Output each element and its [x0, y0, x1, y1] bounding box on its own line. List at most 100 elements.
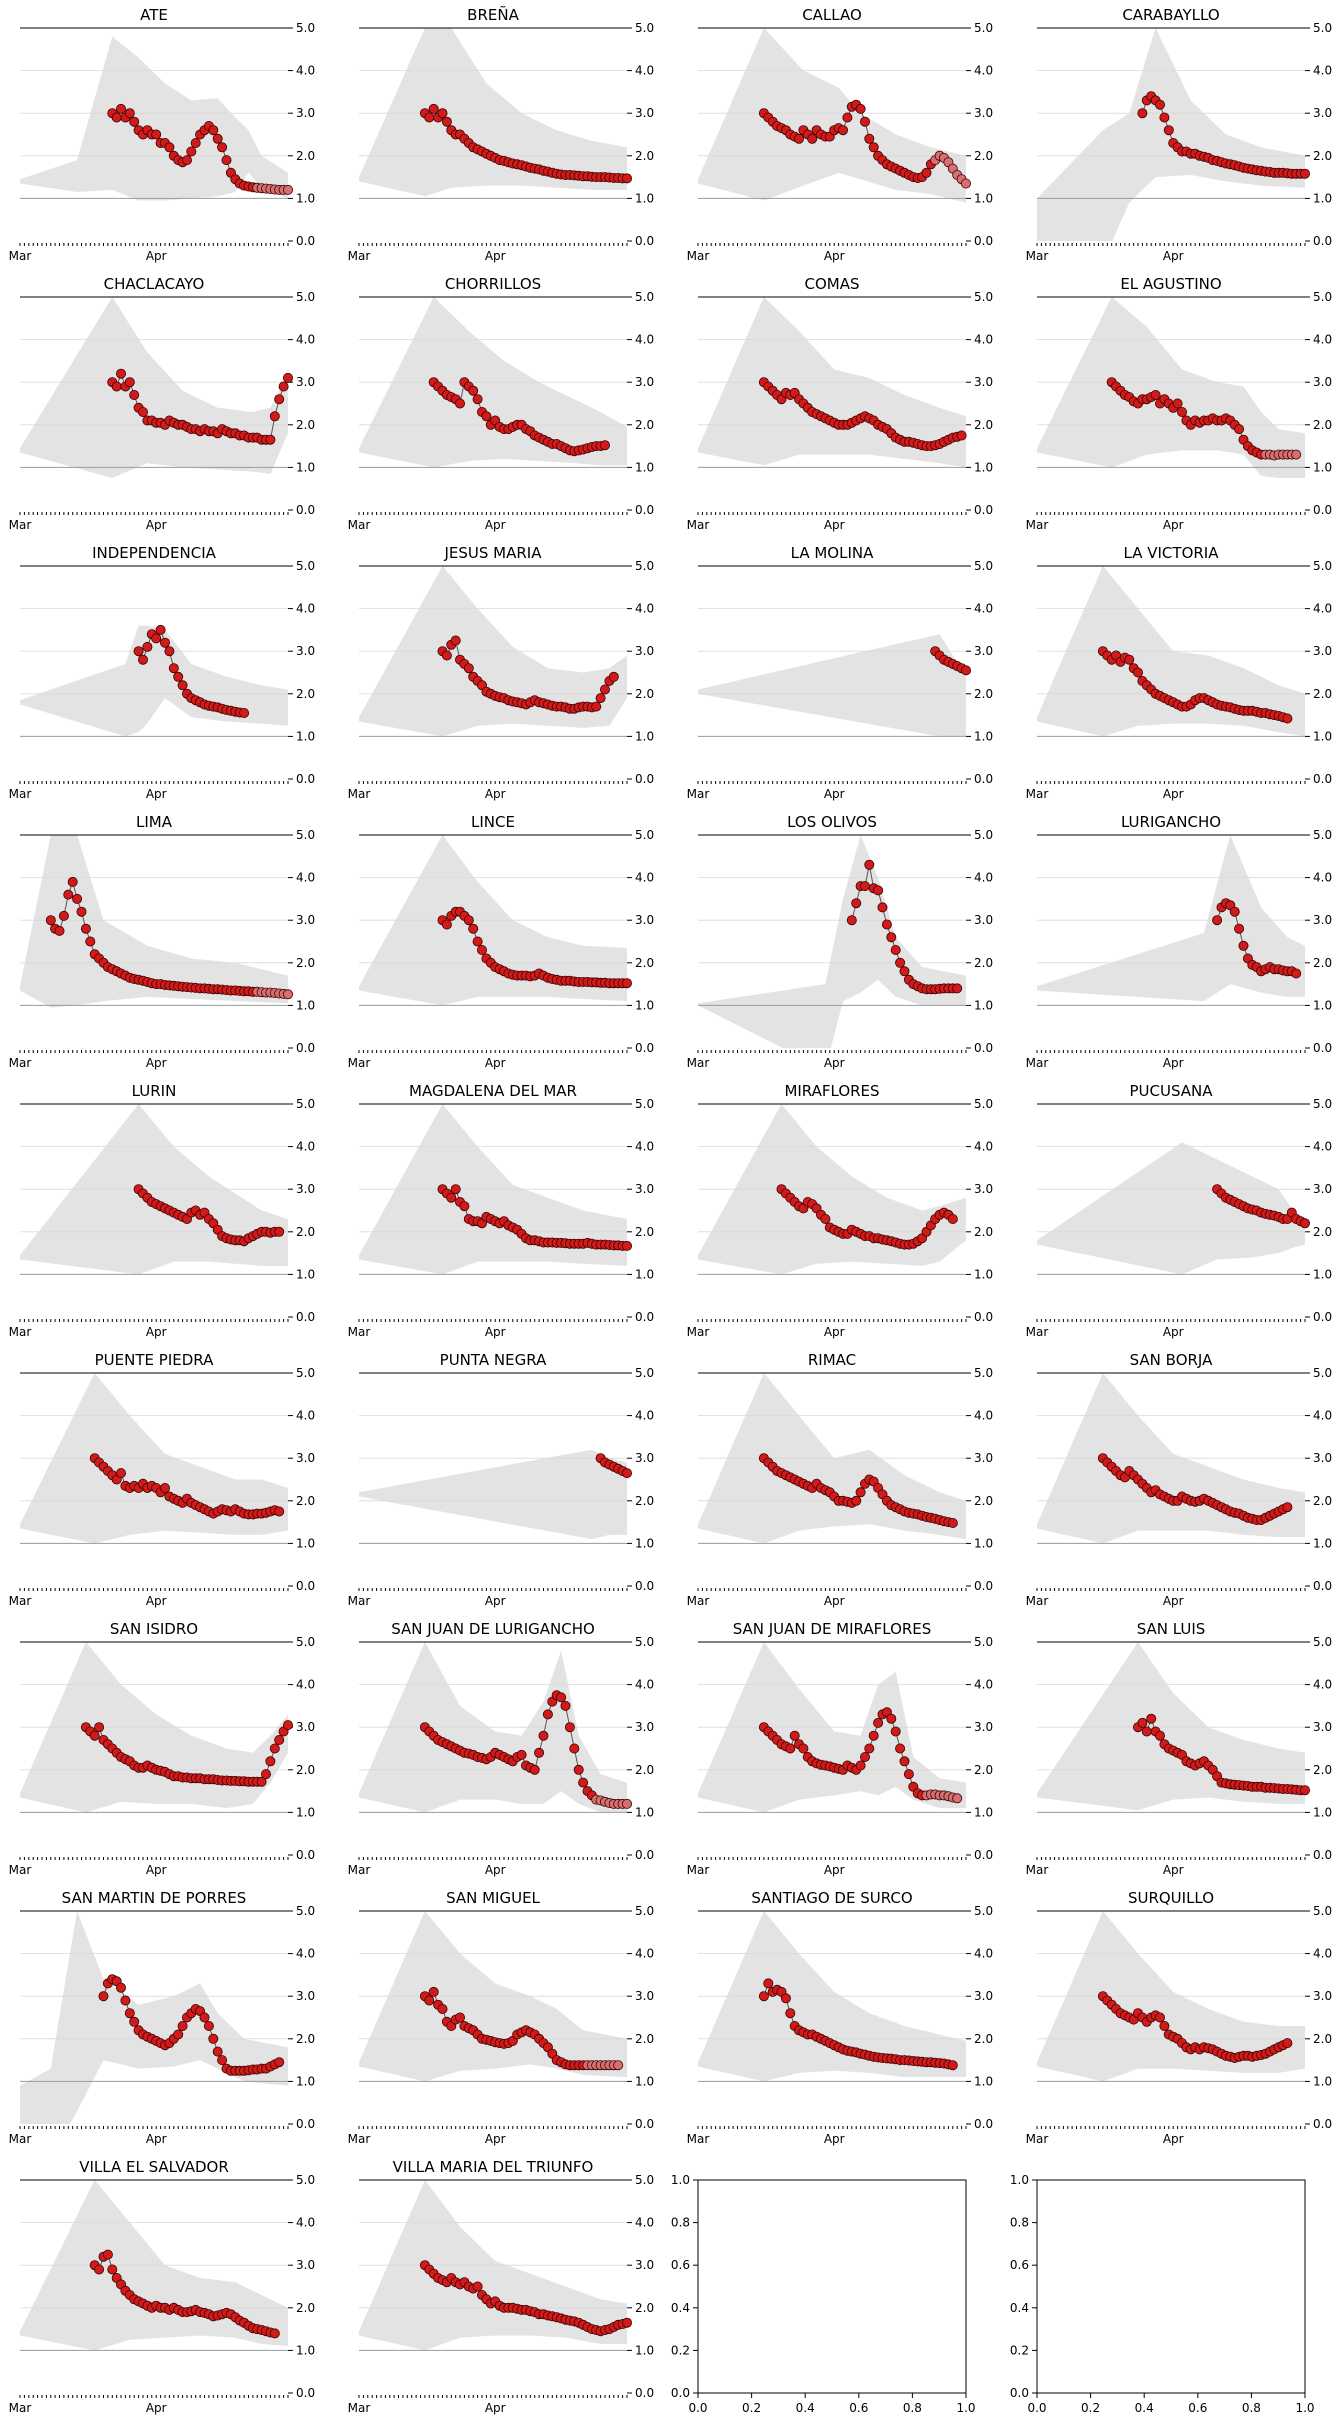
x-tick-label: Mar [1026, 1863, 1049, 1877]
data-point [63, 889, 74, 900]
y-tick-label: 5.0 [296, 1097, 315, 1111]
data-point [472, 2281, 483, 2292]
y-tick-label: 0.0 [1313, 1041, 1332, 1055]
data-point [1234, 923, 1245, 934]
y-tick-label: 0.0 [296, 503, 315, 517]
data-point [454, 2012, 465, 2023]
x-tick-label: Apr [1163, 518, 1184, 532]
confidence-band [20, 835, 288, 1008]
data-point [116, 103, 127, 114]
y-tick-label: 4.0 [1313, 871, 1332, 885]
data-point [1172, 398, 1183, 409]
y-tick-label: 0.0 [1313, 2117, 1332, 2131]
x-tick-label: Mar [687, 787, 710, 801]
x-minor-ticks [358, 1857, 628, 1860]
y-tick-label: 1.0 [635, 2343, 654, 2357]
x-tick-label: Apr [1163, 1863, 1184, 1877]
x-tick-label: Mar [1026, 1594, 1049, 1608]
data-point [1146, 1713, 1157, 1724]
y-tick-label: 4.0 [635, 1678, 654, 1692]
panel-title: CHORRILLOS [445, 275, 541, 293]
y-tick-label: 1.0 [1313, 2074, 1332, 2088]
y-tick-label: 4.0 [1313, 64, 1332, 78]
y-tick-label: 4.0 [296, 1409, 315, 1423]
data-point [282, 989, 293, 1000]
y-tick-label: 3.0 [974, 1182, 993, 1196]
data-point [424, 1995, 435, 2006]
x-minor-ticks [697, 1319, 967, 1322]
y-tick-label: 1.0 [635, 1267, 654, 1281]
y-tick-label: 4.0 [635, 602, 654, 616]
y-tick-label: 5.0 [635, 1635, 654, 1649]
y-tick-label: 0.0 [296, 2386, 315, 2400]
y-tick-label: 2.0 [296, 687, 315, 701]
data-point [274, 1506, 285, 1517]
panel-miraflores: 0.0 1.0 2.0 3.0 4.0 5.0 Mar Apr MIRAFLORES [687, 1082, 993, 1339]
y-tick-label: 0.0 [1313, 772, 1332, 786]
data-point [1155, 2012, 1166, 2023]
data-point [89, 1730, 100, 1741]
y-tick-label: 3.0 [974, 1989, 993, 2003]
y-tick-label: 0.0 [635, 2386, 654, 2400]
x-tick-label: Apr [146, 249, 167, 263]
data-point [1300, 168, 1311, 179]
data-point [67, 876, 78, 887]
y-tick-label: 3.0 [635, 2258, 654, 2272]
x-minor-ticks [697, 2126, 967, 2129]
panel-title: SANTIAGO DE SURCO [751, 1889, 912, 1907]
data-point [1300, 1785, 1311, 1796]
y-tick-label: 4.0 [296, 1678, 315, 1692]
y-tick-label: 0.2 [671, 2343, 690, 2357]
panel-independencia: 0.0 1.0 2.0 3.0 4.0 5.0 Mar Apr INDEPENDENCIA [9, 544, 315, 801]
y-tick-label: 3.0 [635, 106, 654, 120]
data-point [1291, 968, 1302, 979]
y-tick-label: 2.0 [974, 418, 993, 432]
x-minor-ticks [1036, 1050, 1306, 1053]
y-tick-label: 1.0 [635, 191, 654, 205]
panel-title: LA MOLINA [791, 544, 874, 562]
data-point [820, 1214, 831, 1225]
x-tick-label: Apr [1163, 1594, 1184, 1608]
data-point [282, 184, 293, 195]
x-tick-label: 0.4 [796, 2401, 815, 2415]
data-point [265, 434, 276, 445]
panel-bre-a: 0.0 1.0 2.0 3.0 4.0 5.0 Mar Apr BREÑA [348, 5, 654, 263]
data-point [186, 146, 197, 157]
data-point [424, 112, 435, 123]
y-tick-label: 5.0 [296, 290, 315, 304]
data-point [881, 919, 892, 930]
x-minor-ticks [358, 2126, 628, 2129]
panel-los-olivos: 0.0 1.0 2.0 3.0 4.0 5.0 Mar Apr LOS OLIVOS [687, 813, 993, 1070]
x-tick-label: Mar [687, 1056, 710, 1070]
y-tick-label: 5.0 [974, 1904, 993, 1918]
panel-title: MIRAFLORES [784, 1082, 879, 1100]
data-point [159, 1483, 170, 1494]
y-tick-label: 0.0 [296, 1848, 315, 1862]
y-tick-label: 2.0 [1313, 687, 1332, 701]
y-tick-label: 5.0 [296, 1635, 315, 1649]
x-tick-label: Apr [485, 1325, 506, 1339]
panel-title: SURQUILLO [1128, 1889, 1214, 1907]
data-point [278, 381, 289, 392]
panel-callao: 0.0 1.0 2.0 3.0 4.0 5.0 Mar Apr CALLAO [687, 6, 993, 263]
panel-el-agustino: 0.0 1.0 2.0 3.0 4.0 5.0 Mar Apr EL AGUSTINO [1026, 275, 1332, 532]
panel-san-martin-de-porres: 0.0 1.0 2.0 3.0 4.0 5.0 Mar Apr SAN MARTIN DE PO… [9, 1889, 315, 2146]
y-tick-label: 1.0 [1313, 1805, 1332, 1819]
panel-title: LURIN [132, 1082, 177, 1100]
y-tick-label: 1.0 [296, 1536, 315, 1550]
y-tick-label: 5.0 [296, 828, 315, 842]
y-tick-label: 0.0 [1313, 1579, 1332, 1593]
panel-title: INDEPENDENCIA [92, 544, 217, 562]
y-tick-label: 0.0 [635, 503, 654, 517]
y-tick-label: 3.0 [635, 913, 654, 927]
data-point [80, 923, 91, 934]
data-point [1234, 424, 1245, 435]
data-point [168, 663, 179, 674]
x-minor-ticks [1036, 243, 1306, 246]
data-point [899, 966, 910, 977]
data-point [274, 2057, 285, 2068]
y-tick-label: 4.0 [974, 871, 993, 885]
data-point [72, 893, 83, 904]
y-tick-label: 0.0 [1010, 2386, 1029, 2400]
